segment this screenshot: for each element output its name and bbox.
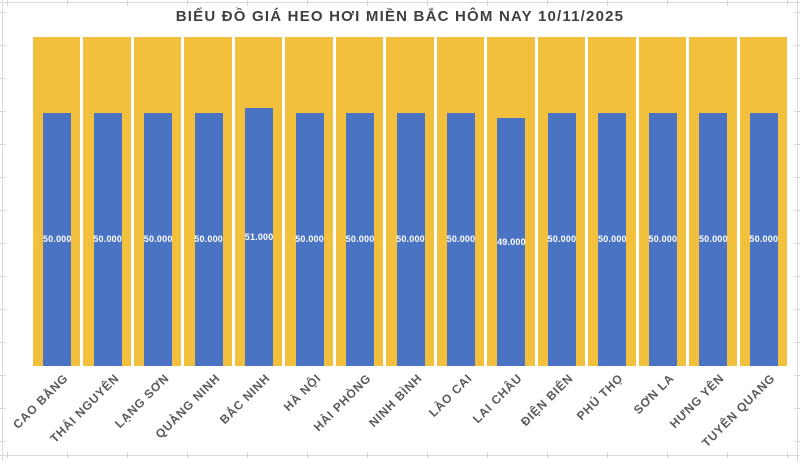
price-bar: 50.000 [93, 112, 123, 366]
x-axis-label: LAI CHÂU [470, 371, 526, 426]
x-axis-label: ĐIỆN BIÊN [517, 371, 576, 429]
x-axis-label: LÀO CAI [426, 371, 475, 420]
gridline-ticks-bottom [7, 452, 793, 458]
x-axis-label: PHÚ THỌ [574, 371, 627, 424]
bar-group: 50.000 [335, 37, 385, 366]
plot-area: 50.000 50.000 50.000 50.000 51.000 50.000 50.0… [32, 37, 789, 366]
bar-value-label: 50.000 [648, 234, 678, 245]
x-axis-label: SƠN LA [630, 371, 677, 417]
bar-group: 50.000 [537, 37, 587, 366]
bar-value-label: 50.000 [598, 234, 627, 245]
bar-value-label: 50.000 [143, 234, 173, 245]
bar-value-label: 49.000 [497, 237, 526, 247]
x-axis-label: NINH BÌNH [365, 371, 425, 430]
price-bar: 49.000 [497, 118, 526, 366]
bar-group: 50.000 [385, 37, 435, 366]
price-bar: 51.000 [244, 107, 274, 366]
bar-value-label: 50.000 [295, 234, 324, 245]
price-bar: 50.000 [42, 112, 72, 366]
price-bar: 50.000 [194, 112, 224, 366]
bar-group: 50.000 [133, 37, 183, 366]
price-bar: 50.000 [143, 112, 173, 366]
bar-group: 51.000 [234, 37, 284, 366]
price-bar: 50.000 [345, 112, 375, 366]
price-bar: 50.000 [749, 112, 779, 366]
gridline-ticks-left [0, 12, 6, 452]
x-axis-label: HÀ NỘI [280, 371, 324, 415]
bar-group: 50.000 [82, 37, 132, 366]
bar-group: 50.000 [436, 37, 486, 366]
x-axis-label: BẮC NINH [217, 371, 273, 427]
bar-value-label: 50.000 [93, 234, 123, 245]
gridline-ticks-right [794, 12, 800, 452]
bar-value-label: 50.000 [42, 234, 72, 245]
bar-value-label: 50.000 [698, 234, 728, 245]
price-bar: 50.000 [547, 112, 577, 366]
bar-value-label: 50.000 [396, 234, 425, 245]
price-bar: 50.000 [446, 112, 476, 366]
bar-value-label: 50.000 [749, 234, 779, 245]
price-bar: 50.000 [295, 112, 324, 366]
bar-value-label: 50.000 [194, 234, 224, 245]
gridline-ticks-top [7, 0, 793, 6]
price-bar: 50.000 [698, 112, 728, 366]
bar-group: 50.000 [32, 37, 82, 366]
bar-group: 50.000 [183, 37, 233, 366]
bar-value-label: 50.000 [345, 234, 375, 245]
bar-group: 50.000 [739, 37, 789, 366]
bar-group: 50.000 [587, 37, 637, 366]
bar-value-label: 50.000 [547, 234, 577, 245]
price-bar: 50.000 [396, 112, 425, 366]
bar-value-label: 50.000 [446, 234, 476, 245]
chart-title: BIỂU ĐỒ GIÁ HEO HƠI MIỀN BẮC HÔM NAY 10/… [175, 8, 625, 25]
price-bar: 50.000 [598, 112, 627, 366]
bar-group: 49.000 [486, 37, 536, 366]
x-axis-labels: CAO BẰNG THÁI NGUYÊN LẠNG SƠN QUẢNG NINH BẮC… [10, 371, 789, 461]
bar-group: 50.000 [688, 37, 738, 366]
price-bar: 50.000 [648, 112, 678, 366]
bar-group: 50.000 [638, 37, 688, 366]
bar-group: 50.000 [284, 37, 334, 366]
bar-value-label: 51.000 [244, 231, 274, 242]
